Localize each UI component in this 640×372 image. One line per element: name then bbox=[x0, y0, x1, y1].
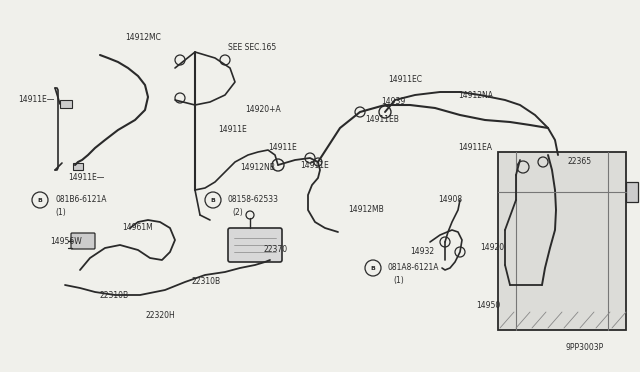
Text: 22310B: 22310B bbox=[192, 278, 221, 286]
Text: B: B bbox=[211, 198, 216, 202]
Text: (2): (2) bbox=[232, 208, 243, 218]
Text: 14911E—: 14911E— bbox=[18, 96, 54, 105]
Bar bbox=[498, 152, 626, 330]
Text: SEE SEC.165: SEE SEC.165 bbox=[228, 44, 276, 52]
Text: 14956W: 14956W bbox=[50, 237, 82, 247]
FancyBboxPatch shape bbox=[228, 228, 282, 262]
Text: 14908: 14908 bbox=[438, 196, 462, 205]
Bar bbox=[626, 182, 638, 202]
Text: 22320H: 22320H bbox=[145, 311, 175, 320]
Text: 14912MB: 14912MB bbox=[348, 205, 384, 215]
Text: 14911EA: 14911EA bbox=[458, 144, 492, 153]
Text: 14911E—: 14911E— bbox=[68, 173, 104, 183]
Text: 14911E: 14911E bbox=[218, 125, 247, 135]
Text: B: B bbox=[371, 266, 376, 270]
FancyBboxPatch shape bbox=[559, 156, 583, 176]
Bar bbox=[60, 100, 72, 108]
Circle shape bbox=[32, 192, 48, 208]
Text: 22365: 22365 bbox=[568, 157, 592, 167]
Circle shape bbox=[205, 192, 221, 208]
Text: 14920: 14920 bbox=[480, 244, 504, 253]
Text: 081A8-6121A: 081A8-6121A bbox=[388, 263, 440, 273]
Text: 14912NB: 14912NB bbox=[240, 164, 275, 173]
Text: 14961M: 14961M bbox=[122, 224, 153, 232]
Text: 22310B: 22310B bbox=[100, 291, 129, 299]
Text: 9PP3003P: 9PP3003P bbox=[566, 343, 604, 353]
Bar bbox=[73, 163, 83, 170]
Circle shape bbox=[365, 260, 381, 276]
Text: 14912MC: 14912MC bbox=[125, 33, 161, 42]
Text: 14911E: 14911E bbox=[300, 160, 329, 170]
FancyBboxPatch shape bbox=[71, 233, 95, 249]
Text: B: B bbox=[38, 198, 42, 202]
Text: 14912NA: 14912NA bbox=[458, 90, 493, 99]
Text: 14911EB: 14911EB bbox=[365, 115, 399, 125]
Text: 14950: 14950 bbox=[476, 301, 500, 310]
Text: (1): (1) bbox=[393, 276, 404, 285]
Text: 14939: 14939 bbox=[381, 97, 405, 106]
Text: 081B6-6121A: 081B6-6121A bbox=[55, 196, 106, 205]
Text: 22370: 22370 bbox=[264, 246, 288, 254]
Text: (1): (1) bbox=[55, 208, 66, 218]
Text: 14911E: 14911E bbox=[268, 144, 297, 153]
Text: 14920+A: 14920+A bbox=[245, 106, 281, 115]
Text: 14911EC: 14911EC bbox=[388, 76, 422, 84]
Text: 14932: 14932 bbox=[410, 247, 434, 257]
Text: 08158-62533: 08158-62533 bbox=[228, 196, 279, 205]
